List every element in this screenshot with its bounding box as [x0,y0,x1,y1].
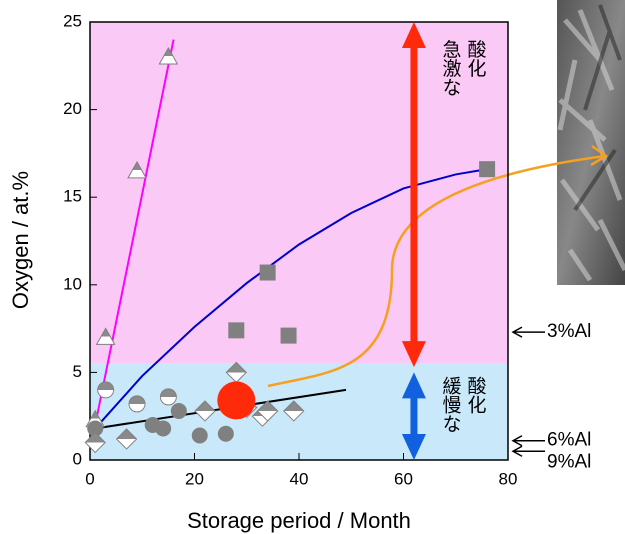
annotation-label: 9%Al [547,452,591,473]
y-tick-label: 25 [63,11,82,30]
x-tick-label: 60 [394,469,413,488]
annotation-label: 6%Al [547,430,591,451]
x-tick-label: 0 [85,469,94,488]
arrow-label: 急激な [440,39,462,96]
arrow-head [401,341,426,368]
data-point [217,425,234,442]
data-point [115,428,138,450]
x-axis-label: Storage period / Month [187,508,411,533]
data-point [127,160,147,179]
arrow-head [401,434,426,460]
data-point [159,388,177,406]
x-tick-label: 20 [185,469,204,488]
x-tick-label: 80 [499,469,518,488]
data-point [228,322,245,339]
data-point [479,161,496,178]
y-tick-label: 15 [63,187,82,206]
arrow-label: 緩慢な [440,376,462,433]
fit-line [94,39,175,426]
y-tick-label: 10 [63,274,82,293]
arrow-head [401,22,426,48]
data-point [217,381,256,420]
annotation-arrow-head [511,326,523,338]
data-point [194,400,216,422]
data-point [128,395,146,413]
data-point [97,381,115,399]
y-axis-label: Oxygen / at.% [8,171,33,309]
data-point [280,327,297,344]
data-point [191,427,208,444]
data-point [170,402,187,419]
fit-line [94,168,488,430]
arrow-label: 酸化 [465,376,487,414]
annotation-arrow-head [511,435,523,447]
sem-image [557,0,625,285]
x-tick-label: 40 [290,469,309,488]
y-tick-label: 20 [63,99,82,118]
annotation-arrow-head [511,445,523,457]
y-tick-label: 0 [73,449,82,468]
data-point [283,400,305,422]
data-point [256,400,279,422]
data-point [84,431,106,454]
arrow-head [401,372,426,399]
data-point [155,420,172,437]
y-tick-label: 5 [73,362,82,381]
data-point [95,327,116,345]
band [90,22,508,364]
data-point [259,264,276,281]
data-point [158,47,179,65]
pointer-head [590,144,609,167]
annotation-label: 3%Al [547,321,591,342]
data-point [87,420,104,437]
arrow-label: 酸化 [465,39,487,77]
pointer-curve [267,154,606,388]
